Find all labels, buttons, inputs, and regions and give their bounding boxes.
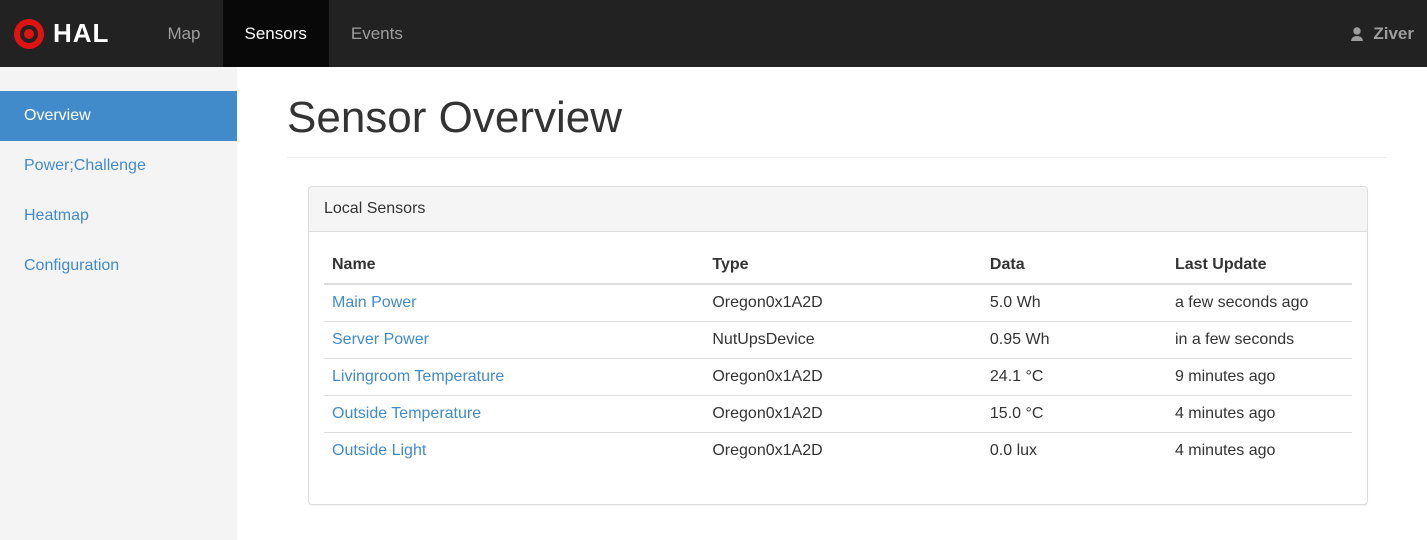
page-layout: Overview Power;Challenge Heatmap Configu… <box>0 67 1427 540</box>
sensor-type: Oregon0x1A2D <box>704 395 982 433</box>
page-header: Sensor Overview <box>287 93 1387 159</box>
sidebar-item-configuration[interactable]: Configuration <box>24 257 120 274</box>
user-icon <box>1348 25 1366 43</box>
sidebar-item-power-challenge[interactable]: Power;Challenge <box>24 157 146 174</box>
sensor-last-update: 4 minutes ago <box>1166 395 1352 433</box>
sidebar: Overview Power;Challenge Heatmap Configu… <box>0 67 237 540</box>
sensor-last-update: in a few seconds <box>1166 321 1352 359</box>
top-navbar: HAL Map Sensors Events Ziver <box>0 0 1427 67</box>
sensor-last-update: 9 minutes ago <box>1166 358 1352 396</box>
page-title: Sensor Overview <box>287 93 623 142</box>
sensor-type: Oregon0x1A2D <box>704 283 982 322</box>
sensor-link-livingroom-temperature[interactable]: Livingroom Temperature <box>332 368 505 386</box>
column-header-name: Name <box>324 247 705 286</box>
column-header-type: Type <box>704 247 982 286</box>
sensor-type: NutUpsDevice <box>704 321 982 359</box>
sensor-data: 24.1 °C <box>981 358 1167 396</box>
sensor-last-update: a few seconds ago <box>1166 283 1352 322</box>
panel-heading: Local Sensors <box>309 187 1367 233</box>
sensor-data: 5.0 Wh <box>981 283 1167 322</box>
sensor-link-server-power[interactable]: Server Power <box>332 331 429 349</box>
nav-item-events[interactable]: Events <box>350 23 403 43</box>
sensor-data: 0.95 Wh <box>981 321 1167 359</box>
table-row: Main Power Oregon0x1A2D 5.0 Wh a few sec… <box>324 283 1352 322</box>
table-row: Server Power NutUpsDevice 0.95 Wh in a f… <box>324 321 1352 359</box>
sensor-data: 0.0 lux <box>981 432 1167 470</box>
sensor-data: 15.0 °C <box>981 395 1167 433</box>
brand-title: HAL <box>53 18 110 48</box>
table-row: Outside Temperature Oregon0x1A2D 15.0 °C… <box>324 395 1352 433</box>
sensors-table: Name Type Data Last Update Main Power Or… <box>324 247 1352 470</box>
column-header-last-update: Last Update <box>1166 247 1352 286</box>
table-row: Livingroom Temperature Oregon0x1A2D 24.1… <box>324 358 1352 396</box>
user-menu[interactable]: Ziver <box>1348 0 1427 67</box>
sensor-link-main-power[interactable]: Main Power <box>332 294 417 312</box>
sensor-type: Oregon0x1A2D <box>704 432 982 470</box>
sensor-link-outside-temperature[interactable]: Outside Temperature <box>332 405 482 423</box>
table-header-row: Name Type Data Last Update <box>324 247 1352 286</box>
column-header-data: Data <box>981 247 1167 286</box>
table-row: Outside Light Oregon0x1A2D 0.0 lux 4 min… <box>324 432 1352 470</box>
nav-item-sensors[interactable]: Sensors <box>222 0 329 67</box>
sensor-link-outside-light[interactable]: Outside Light <box>332 442 427 460</box>
sidebar-item-overview[interactable]: Overview <box>0 91 237 141</box>
sidebar-item-heatmap[interactable]: Heatmap <box>24 207 89 224</box>
sensor-last-update: 4 minutes ago <box>1166 432 1352 470</box>
brand[interactable]: HAL <box>0 0 129 67</box>
hal-logo-icon <box>14 18 44 49</box>
main-nav: Map Sensors Events <box>145 0 424 67</box>
sensor-type: Oregon0x1A2D <box>704 358 982 396</box>
user-name: Ziver <box>1373 23 1414 43</box>
panel-body: Name Type Data Last Update Main Power Or… <box>309 232 1367 504</box>
main-content: Sensor Overview Local Sensors Name Type … <box>237 67 1427 540</box>
nav-item-map[interactable]: Map <box>167 23 201 43</box>
local-sensors-panel: Local Sensors Name Type Data Last Update <box>308 186 1368 506</box>
